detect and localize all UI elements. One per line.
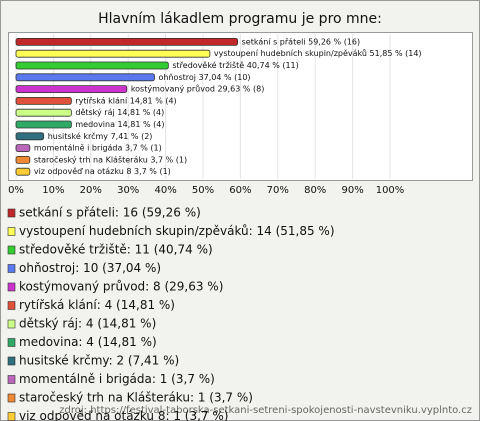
- legend-swatch: [7, 393, 16, 403]
- x-tick-label: 50%: [192, 185, 214, 196]
- bar: [15, 144, 31, 153]
- data-label: husitské krčmy 7,41 % (2): [48, 131, 153, 141]
- legend-label: viz odpověď na otázku 8: 1 (3,7 %): [19, 409, 228, 421]
- x-tick-label: 30%: [117, 185, 139, 196]
- data-label: ohňostroj 37,04 % (10): [159, 72, 251, 82]
- data-label: dětský ráj 14,81 % (4): [75, 108, 164, 117]
- legend-label: ohňostroj: 10 (37,04 %): [19, 261, 161, 275]
- bar: [15, 120, 72, 129]
- bar: [15, 97, 72, 105]
- legend-swatch: [7, 208, 16, 218]
- x-tick-label: 70%: [267, 185, 289, 196]
- bar: [15, 49, 211, 58]
- x-tick-label: 10%: [42, 185, 64, 196]
- legend-swatch: [7, 245, 16, 255]
- legend-swatch: [7, 338, 16, 347]
- data-label: středověké tržiště 40,74 % (11): [172, 60, 298, 70]
- legend-swatch: [7, 227, 16, 236]
- legend-swatch: [7, 356, 16, 366]
- x-tick-label: 90%: [341, 185, 363, 196]
- legend-label: setkání s přáteli: 16 (59,26 %): [19, 206, 201, 220]
- bar: [15, 73, 155, 82]
- legend-swatch: [7, 264, 16, 273]
- data-label: setkání s přáteli 59,26 % (16): [242, 37, 360, 46]
- data-label: kostýmovaný průvod 29,63 % (8): [131, 84, 265, 94]
- data-label: viz odpověď na otázku 8 3,7 % (1): [34, 167, 171, 176]
- bar: [15, 38, 239, 46]
- bar: [15, 108, 72, 117]
- chart-title: Hlavním lákadlem programu je pro mne:: [98, 11, 382, 27]
- bar: [15, 167, 31, 176]
- legend-label: momentálně i brigáda: 1 (3,7 %): [19, 372, 215, 386]
- data-label: staročeský trh na Klášteráku 3,7 % (1): [34, 154, 187, 164]
- x-tick-label: 80%: [304, 185, 326, 196]
- legend-label: vystoupení hudebních skupin/zpěváků: 14 …: [19, 224, 335, 238]
- x-tick-label: 100%: [376, 185, 405, 196]
- x-tick-label: 60%: [229, 185, 251, 196]
- legend-swatch: [7, 375, 16, 384]
- legend-swatch: [7, 301, 16, 310]
- source: zdroj: https://festival-taborska-setkani…: [59, 405, 472, 416]
- legend-label: staročeský trh na Klášteráku: 1 (3,7 %): [19, 391, 253, 405]
- bar: [15, 132, 45, 141]
- legend-swatch: [7, 319, 16, 329]
- legend-label: medovina: 4 (14,81 %): [19, 335, 157, 349]
- bar: [15, 155, 31, 164]
- legend-label: rytířská klání: 4 (14,81 %): [19, 298, 175, 312]
- data-label: rytířská klání 14,81 % (4): [75, 96, 176, 105]
- data-label: momentálně i brigáda 3,7 % (1): [34, 144, 162, 153]
- legend-label: husitské krčmy: 2 (7,41 %): [19, 354, 179, 368]
- legend-swatch: [7, 282, 16, 292]
- data-label: vystoupení hudebních skupin/zpěváků 51,8…: [214, 48, 422, 58]
- legend-swatch: [7, 412, 16, 421]
- bar: [15, 85, 128, 93]
- x-tick-label: 20%: [80, 185, 102, 196]
- legend-label: kostýmovaný průvod: 8 (29,63 %): [19, 280, 223, 294]
- x-tick-label: 40%: [154, 185, 176, 196]
- legend-label: dětský ráj: 4 (14,81 %): [19, 317, 156, 331]
- data-label: medovina 14,81 % (4): [75, 120, 164, 129]
- legend-label: středověké tržiště: 11 (40,74 %): [19, 243, 213, 257]
- x-tick-label: 0%: [8, 185, 24, 196]
- bar: [15, 61, 169, 70]
